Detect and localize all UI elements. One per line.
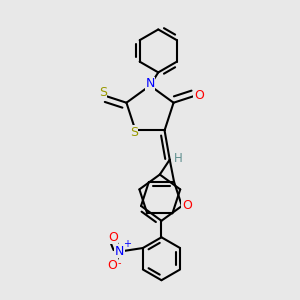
Text: O: O <box>194 89 204 102</box>
Text: -: - <box>117 259 121 269</box>
Text: O: O <box>108 231 118 244</box>
Text: S: S <box>99 86 107 99</box>
Text: +: + <box>123 239 131 249</box>
Text: N: N <box>115 245 124 258</box>
Text: N: N <box>145 77 155 91</box>
Text: S: S <box>130 126 138 139</box>
Text: H: H <box>174 152 182 164</box>
Text: O: O <box>107 259 117 272</box>
Text: O: O <box>182 200 192 212</box>
